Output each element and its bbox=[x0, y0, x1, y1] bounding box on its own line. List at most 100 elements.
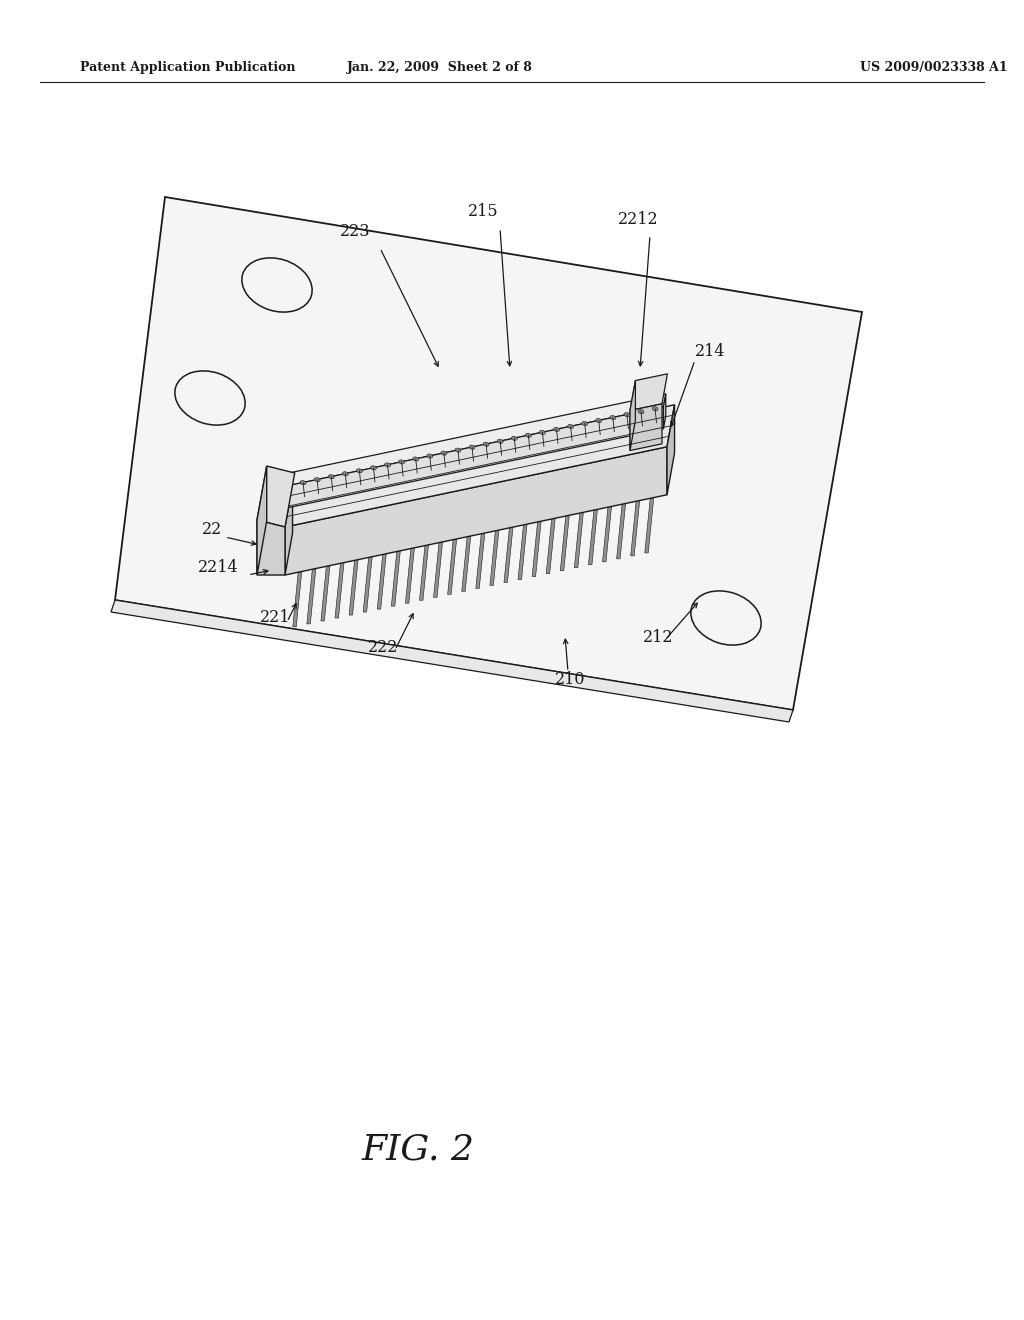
Polygon shape bbox=[594, 417, 603, 470]
Text: 215: 215 bbox=[468, 203, 499, 220]
Text: 221: 221 bbox=[260, 610, 290, 627]
Polygon shape bbox=[447, 540, 457, 594]
Polygon shape bbox=[298, 480, 307, 532]
Polygon shape bbox=[115, 197, 862, 710]
Polygon shape bbox=[293, 572, 302, 627]
Polygon shape bbox=[111, 601, 793, 722]
Polygon shape bbox=[510, 436, 518, 487]
Text: 223: 223 bbox=[340, 223, 371, 240]
Polygon shape bbox=[538, 429, 547, 482]
Text: 222: 222 bbox=[368, 639, 398, 656]
Ellipse shape bbox=[441, 451, 446, 455]
Polygon shape bbox=[546, 519, 555, 574]
Text: 22: 22 bbox=[202, 521, 222, 539]
Ellipse shape bbox=[455, 447, 461, 453]
Polygon shape bbox=[369, 465, 378, 517]
Ellipse shape bbox=[300, 480, 306, 484]
Ellipse shape bbox=[342, 471, 348, 477]
Polygon shape bbox=[307, 569, 315, 624]
Polygon shape bbox=[667, 405, 675, 495]
Text: Jan. 22, 2009  Sheet 2 of 8: Jan. 22, 2009 Sheet 2 of 8 bbox=[347, 62, 532, 74]
Ellipse shape bbox=[329, 475, 334, 479]
Polygon shape bbox=[645, 498, 653, 553]
Polygon shape bbox=[574, 512, 584, 568]
Polygon shape bbox=[630, 374, 668, 411]
Polygon shape bbox=[335, 562, 344, 618]
Polygon shape bbox=[504, 528, 513, 582]
Ellipse shape bbox=[469, 445, 475, 449]
Polygon shape bbox=[496, 438, 505, 491]
Polygon shape bbox=[397, 459, 406, 511]
Polygon shape bbox=[630, 404, 662, 450]
Polygon shape bbox=[411, 457, 420, 508]
Polygon shape bbox=[341, 471, 349, 523]
Polygon shape bbox=[287, 473, 289, 508]
Polygon shape bbox=[406, 548, 415, 603]
Ellipse shape bbox=[511, 436, 517, 441]
Text: 2212: 2212 bbox=[617, 211, 658, 228]
Polygon shape bbox=[616, 504, 626, 558]
Polygon shape bbox=[630, 380, 636, 450]
Ellipse shape bbox=[483, 442, 489, 446]
Ellipse shape bbox=[356, 469, 362, 473]
Ellipse shape bbox=[385, 463, 390, 467]
Ellipse shape bbox=[567, 425, 573, 429]
Polygon shape bbox=[476, 533, 484, 589]
Polygon shape bbox=[391, 552, 400, 606]
Ellipse shape bbox=[582, 421, 588, 425]
Text: FIG. 2: FIG. 2 bbox=[361, 1133, 474, 1167]
Text: US 2009/0023338 A1: US 2009/0023338 A1 bbox=[860, 62, 1008, 74]
Polygon shape bbox=[439, 450, 449, 503]
Polygon shape bbox=[257, 520, 285, 576]
Ellipse shape bbox=[610, 416, 615, 420]
Polygon shape bbox=[285, 446, 667, 576]
Polygon shape bbox=[285, 484, 293, 576]
Polygon shape bbox=[608, 414, 617, 467]
Ellipse shape bbox=[371, 466, 377, 470]
Ellipse shape bbox=[624, 413, 630, 417]
Ellipse shape bbox=[398, 459, 404, 465]
Polygon shape bbox=[664, 393, 666, 429]
Text: 214: 214 bbox=[694, 343, 725, 360]
Polygon shape bbox=[454, 447, 462, 499]
Polygon shape bbox=[349, 560, 358, 615]
Polygon shape bbox=[257, 466, 295, 527]
Ellipse shape bbox=[525, 433, 531, 437]
Text: 2214: 2214 bbox=[198, 560, 239, 577]
Text: 210: 210 bbox=[555, 672, 586, 689]
Polygon shape bbox=[364, 557, 372, 612]
Polygon shape bbox=[425, 453, 434, 506]
Polygon shape bbox=[489, 531, 499, 586]
Polygon shape bbox=[623, 412, 631, 463]
Polygon shape bbox=[327, 474, 336, 525]
Polygon shape bbox=[481, 441, 490, 494]
Ellipse shape bbox=[652, 407, 658, 411]
Ellipse shape bbox=[498, 440, 503, 444]
Text: 212: 212 bbox=[643, 630, 673, 647]
Polygon shape bbox=[312, 477, 322, 529]
Polygon shape bbox=[462, 536, 471, 591]
Polygon shape bbox=[354, 469, 364, 520]
Polygon shape bbox=[257, 466, 266, 576]
Polygon shape bbox=[383, 462, 392, 513]
Ellipse shape bbox=[540, 430, 546, 434]
Polygon shape bbox=[420, 545, 428, 601]
Ellipse shape bbox=[427, 454, 433, 458]
Polygon shape bbox=[285, 405, 675, 527]
Ellipse shape bbox=[596, 418, 602, 422]
Polygon shape bbox=[518, 524, 527, 579]
Text: Patent Application Publication: Patent Application Publication bbox=[80, 62, 296, 74]
Polygon shape bbox=[552, 426, 561, 479]
Polygon shape bbox=[580, 421, 589, 473]
Polygon shape bbox=[631, 500, 640, 556]
Polygon shape bbox=[560, 516, 569, 570]
Polygon shape bbox=[287, 407, 664, 508]
Ellipse shape bbox=[413, 457, 419, 461]
Polygon shape bbox=[636, 409, 645, 461]
Polygon shape bbox=[433, 543, 442, 597]
Polygon shape bbox=[602, 507, 611, 562]
Polygon shape bbox=[321, 566, 330, 620]
Ellipse shape bbox=[638, 409, 644, 413]
Polygon shape bbox=[650, 407, 659, 458]
Polygon shape bbox=[467, 445, 476, 496]
